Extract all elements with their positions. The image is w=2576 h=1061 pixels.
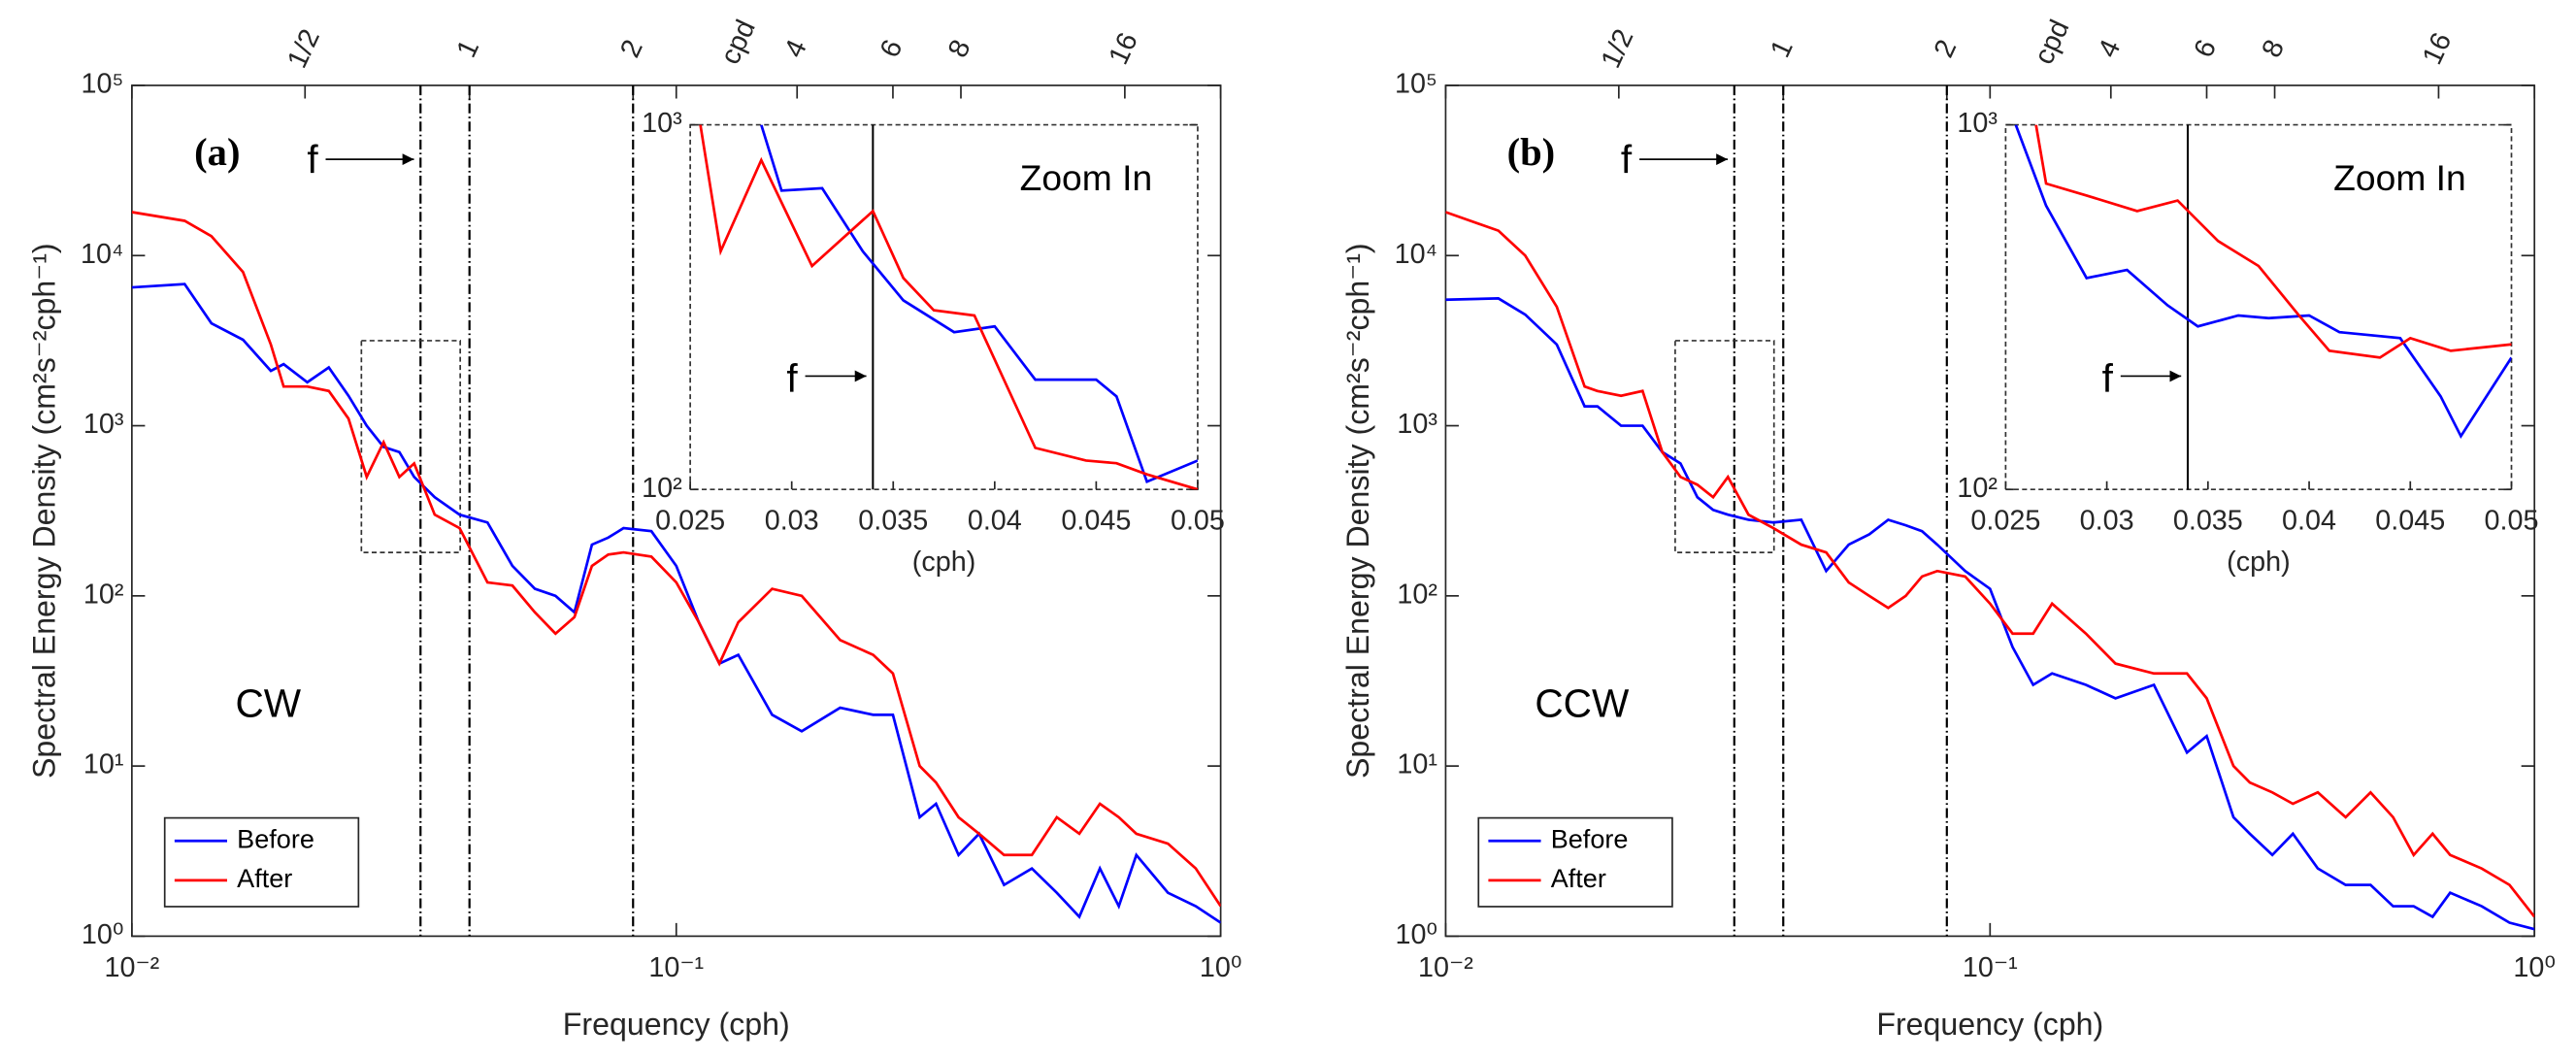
x-tick-label: 0.05 (2485, 506, 2539, 537)
zoom-box (1674, 340, 1775, 553)
panel-label: (b) (1507, 130, 1556, 174)
top-tick-label: 8 (942, 35, 977, 62)
inset-series-line (2034, 124, 2512, 359)
y-tick-label: 10⁰ (1395, 919, 1437, 950)
x-tick-label: 10⁻² (104, 952, 159, 983)
y-tick-label: 10² (1397, 579, 1437, 610)
y-tick-label: 10⁵ (82, 69, 124, 100)
top-unit: cpd (2029, 16, 2076, 70)
zoom-box (360, 340, 462, 553)
top-tick-label: 1/2 (1596, 24, 1640, 73)
y-tick-label: 10⁴ (81, 239, 123, 270)
series-line (131, 211, 1221, 908)
x-tick-label: 0.045 (2375, 506, 2445, 537)
x-axis-label: Frequency (cph) (1876, 1007, 2103, 1042)
inset-x-label: (cph) (912, 547, 976, 578)
x-tick-label: 0.035 (858, 506, 928, 537)
y-tick-label: 10⁴ (1395, 239, 1437, 270)
y-tick-label: 10¹ (1397, 749, 1437, 780)
y-tick-label: 10³ (642, 108, 682, 139)
y-tick-label: 10² (83, 579, 124, 610)
top-tick-label: 4 (2093, 35, 2128, 62)
inset-series-line (699, 124, 1198, 490)
top-tick-label: 6 (875, 35, 909, 62)
y-tick-label: 10¹ (83, 749, 124, 780)
f-label: f (307, 137, 318, 182)
x-tick-label: 0.04 (968, 506, 1022, 537)
x-tick-label: 10⁻¹ (1963, 952, 2018, 983)
panel-label: (a) (194, 130, 240, 174)
x-tick-label: 10⁰ (1200, 952, 1242, 983)
top-tick-label: 1 (451, 35, 486, 62)
x-tick-label: 0.025 (1970, 506, 2040, 537)
x-tick-label: 0.035 (2173, 506, 2243, 537)
y-tick-label: 10² (642, 473, 682, 504)
inset-title: Zoom In (2333, 157, 2466, 198)
top-tick-label: 16 (2417, 28, 2459, 70)
top-tick-label: 16 (1103, 28, 1144, 70)
inset-title: Zoom In (1020, 157, 1153, 198)
inset-f-label: f (786, 355, 798, 400)
annotation: CCW (1535, 680, 1630, 725)
x-axis-label: Frequency (cph) (563, 1007, 790, 1042)
x-tick-label: 10⁻² (1418, 952, 1473, 983)
top-tick-label: 1 (1765, 35, 1800, 62)
inset-x-label: (cph) (2227, 547, 2291, 578)
x-tick-label: 0.03 (765, 506, 819, 537)
x-tick-label: 10⁰ (2513, 952, 2556, 983)
x-tick-label: 10⁻¹ (648, 952, 704, 983)
inset-series-line (2014, 124, 2512, 440)
y-tick-label: 10⁰ (82, 919, 124, 950)
top-tick-label: 6 (2188, 35, 2223, 62)
x-tick-label: 0.04 (2282, 506, 2336, 537)
y-tick-label: 10³ (83, 409, 124, 440)
legend-box (1477, 816, 1673, 908)
inset-area (2004, 123, 2513, 491)
top-tick-label: 2 (614, 35, 649, 62)
y-tick-label: 10³ (1957, 108, 1998, 139)
y-tick-label: 10² (1957, 473, 1998, 504)
top-tick-label: 4 (778, 35, 813, 62)
legend-label: Before (237, 823, 314, 853)
y-tick-label: 10⁵ (1395, 69, 1437, 100)
legend-label: After (1551, 863, 1606, 893)
x-tick-label: 0.025 (655, 506, 725, 537)
legend-label: After (237, 863, 292, 893)
y-tick-label: 10³ (1397, 409, 1437, 440)
series-line (131, 282, 1221, 924)
y-axis-label: Spectral Energy Density (cm²s⁻²cph⁻¹) (26, 243, 61, 779)
legend-label: Before (1551, 823, 1629, 853)
f-label: f (1621, 137, 1633, 182)
inset-f-label: f (2102, 355, 2114, 400)
top-tick-label: 2 (1929, 35, 1964, 62)
series-line (1445, 211, 2535, 918)
x-tick-label: 0.03 (2080, 506, 2134, 537)
top-tick-label: 1/2 (281, 24, 326, 73)
top-tick-label: 8 (2256, 35, 2291, 62)
top-unit: cpd (714, 16, 762, 70)
series-line (1445, 297, 2535, 931)
annotation: CW (235, 680, 301, 725)
x-tick-label: 0.045 (1061, 506, 1131, 537)
inset-series-line (760, 124, 1198, 484)
x-tick-label: 0.05 (1171, 506, 1225, 537)
legend-box (163, 816, 360, 908)
y-axis-label: Spectral Energy Density (cm²s⁻²cph⁻¹) (1340, 243, 1375, 779)
